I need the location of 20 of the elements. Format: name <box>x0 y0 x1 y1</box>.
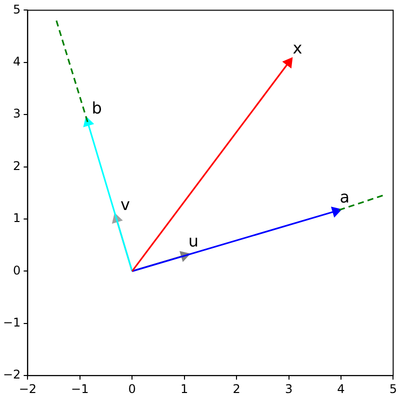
y-tick-label: 1 <box>13 211 21 226</box>
series-label: v <box>120 195 130 214</box>
y-tick-label: 5 <box>13 2 21 16</box>
x-tick-label: 3 <box>284 382 293 396</box>
x-tick-label: 2 <box>232 382 240 396</box>
x-tick-label: −1 <box>71 382 89 396</box>
series-label: a <box>340 187 350 206</box>
y-tick-label: 3 <box>13 106 21 121</box>
y-tick-label: −2 <box>2 368 21 382</box>
x-tick-label: 1 <box>180 382 188 396</box>
series-label: u <box>188 232 198 251</box>
y-tick-label: −1 <box>2 316 21 330</box>
x-tick-label: 4 <box>337 382 345 396</box>
y-tick-label: 0 <box>13 263 21 278</box>
y-tick-label: 4 <box>13 54 21 69</box>
y-tick-label: 2 <box>13 158 21 173</box>
series-label: b <box>92 98 102 118</box>
series-label: x <box>292 38 302 58</box>
x-tick-label: 5 <box>389 382 398 396</box>
x-tick-label: 0 <box>128 382 136 396</box>
